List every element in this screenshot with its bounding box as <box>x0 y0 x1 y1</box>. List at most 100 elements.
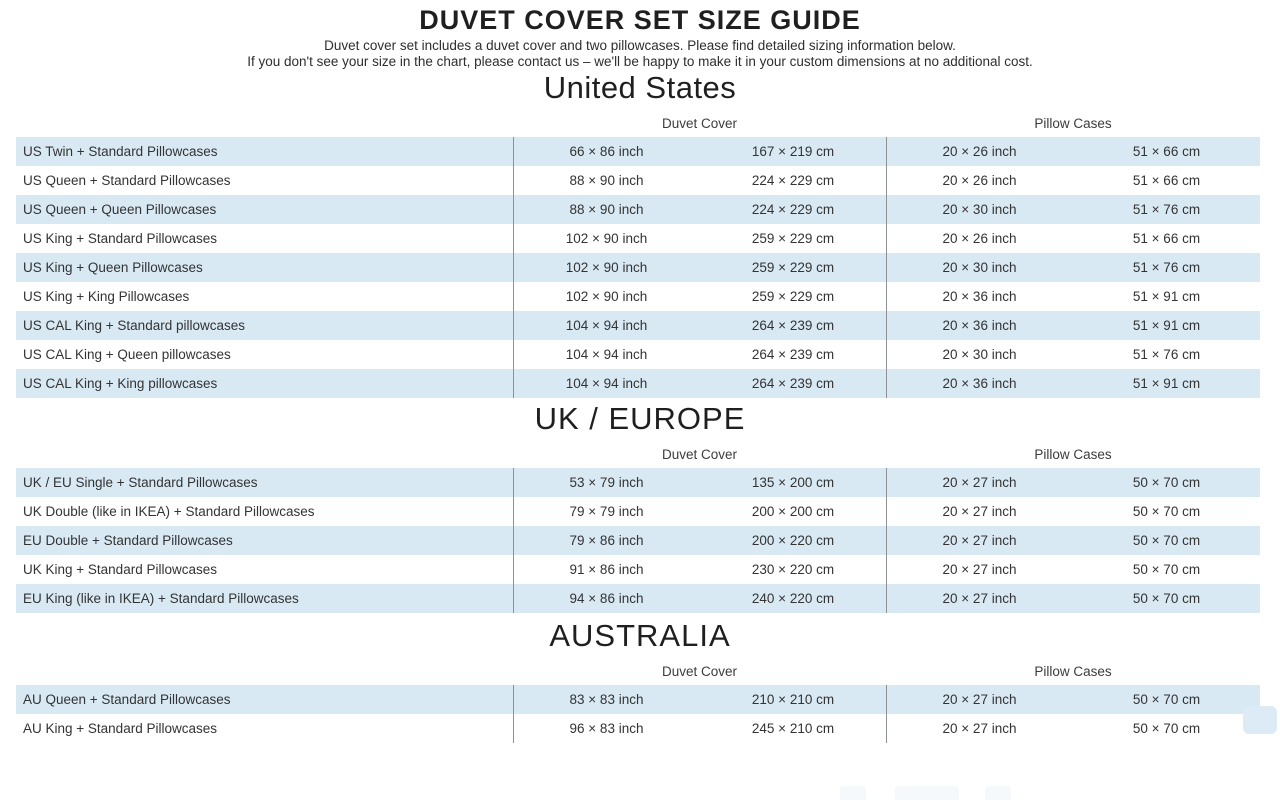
duvet-cm-value: 264 × 239 cm <box>751 347 835 362</box>
row-label: EU Double + Standard Pillowcases <box>23 533 233 548</box>
faded-bottom-button-2[interactable] <box>895 786 959 800</box>
duvet-cm-value: 200 × 220 cm <box>751 533 835 548</box>
pillow-inch-value: 20 × 30 inch <box>942 260 1017 275</box>
duvet-cm-value: 200 × 200 cm <box>751 504 835 519</box>
column-divider-2 <box>886 468 887 613</box>
pillow-cm-value: 50 × 70 cm <box>1132 504 1201 519</box>
table-row: US CAL King + Queen pillowcases 104 × 94… <box>16 340 1260 369</box>
table-row: US King + Queen Pillowcases 102 × 90 inc… <box>16 253 1260 282</box>
duvet-cm-value: 224 × 229 cm <box>751 202 835 217</box>
section-title: UK / EUROPE <box>534 401 746 436</box>
row-label: US King + Standard Pillowcases <box>23 231 217 246</box>
row-label: AU Queen + Standard Pillowcases <box>23 692 231 707</box>
table-row: AU King + Standard Pillowcases 96 × 83 i… <box>16 714 1260 743</box>
duvet-inch-value: 88 × 90 inch <box>569 173 644 188</box>
pillow-inch-value: 20 × 26 inch <box>942 231 1017 246</box>
section-australia: AUSTRALIA Duvet Cover Pillow Cases AU Qu… <box>0 618 1280 743</box>
column-headers: Duvet Cover Pillow Cases <box>16 116 1260 132</box>
duvet-cm-value: 167 × 219 cm <box>751 144 835 159</box>
pillow-inch-value: 20 × 27 inch <box>942 692 1017 707</box>
row-label: US King + Queen Pillowcases <box>23 260 203 275</box>
duvet-cm-value: 230 × 220 cm <box>751 562 835 577</box>
pillow-inch-value: 20 × 36 inch <box>942 318 1017 333</box>
duvet-cm-value: 259 × 229 cm <box>751 231 835 246</box>
duvet-cm-value: 264 × 239 cm <box>751 318 835 333</box>
table-row: US King + King Pillowcases 102 × 90 inch… <box>16 282 1260 311</box>
pillow-cm-value: 51 × 76 cm <box>1132 347 1201 362</box>
duvet-inch-value: 104 × 94 inch <box>565 376 648 391</box>
faded-bottom-button-1[interactable] <box>840 786 866 800</box>
duvet-inch-value: 53 × 79 inch <box>569 475 644 490</box>
row-label: AU King + Standard Pillowcases <box>23 721 217 736</box>
column-divider-1 <box>513 685 514 743</box>
duvet-cm-value: 259 × 229 cm <box>751 260 835 275</box>
duvet-inch-value: 79 × 86 inch <box>569 533 644 548</box>
pillow-cm-value: 50 × 70 cm <box>1132 721 1201 736</box>
table-row: UK / EU Single + Standard Pillowcases 53… <box>16 468 1260 497</box>
row-label: UK / EU Single + Standard Pillowcases <box>23 475 258 490</box>
duvet-inch-value: 104 × 94 inch <box>565 347 648 362</box>
pillow-inch-value: 20 × 27 inch <box>942 533 1017 548</box>
side-widget-button[interactable] <box>1243 706 1277 734</box>
column-divider-2 <box>886 685 887 743</box>
page-subtitle-line2: If you don't see your size in the chart,… <box>247 54 1033 69</box>
table-row: UK King + Standard Pillowcases 91 × 86 i… <box>16 555 1260 584</box>
pillow-inch-value: 20 × 30 inch <box>942 347 1017 362</box>
size-table: AU Queen + Standard Pillowcases 83 × 83 … <box>16 685 1260 743</box>
row-label: UK Double (like in IKEA) + Standard Pill… <box>23 504 315 519</box>
duvet-cm-value: 240 × 220 cm <box>751 591 835 606</box>
table-row: US Twin + Standard Pillowcases 66 × 86 i… <box>16 137 1260 166</box>
section-title: AUSTRALIA <box>549 618 731 653</box>
pillow-inch-value: 20 × 27 inch <box>942 591 1017 606</box>
pillow-inch-value: 20 × 30 inch <box>942 202 1017 217</box>
pillow-inch-value: 20 × 27 inch <box>942 562 1017 577</box>
column-header-duvet-cover: Duvet Cover <box>661 447 738 462</box>
table-rows: US Twin + Standard Pillowcases 66 × 86 i… <box>16 137 1260 398</box>
pillow-cm-value: 51 × 66 cm <box>1132 231 1201 246</box>
column-header-pillow-cases: Pillow Cases <box>1034 664 1112 679</box>
table-row: UK Double (like in IKEA) + Standard Pill… <box>16 497 1260 526</box>
pillow-inch-value: 20 × 36 inch <box>942 376 1017 391</box>
table-row: EU Double + Standard Pillowcases 79 × 86… <box>16 526 1260 555</box>
pillow-cm-value: 51 × 91 cm <box>1132 289 1201 304</box>
pillow-inch-value: 20 × 26 inch <box>942 173 1017 188</box>
duvet-inch-value: 104 × 94 inch <box>565 318 648 333</box>
pillow-cm-value: 51 × 66 cm <box>1132 144 1201 159</box>
table-rows: UK / EU Single + Standard Pillowcases 53… <box>16 468 1260 613</box>
column-divider-2 <box>886 137 887 398</box>
pillow-inch-value: 20 × 36 inch <box>942 289 1017 304</box>
page-subtitle-line1: Duvet cover set includes a duvet cover a… <box>324 38 956 53</box>
pillow-cm-value: 51 × 91 cm <box>1132 376 1201 391</box>
row-label: UK King + Standard Pillowcases <box>23 562 217 577</box>
row-label: EU King (like in IKEA) + Standard Pillow… <box>23 591 299 606</box>
pillow-inch-value: 20 × 27 inch <box>942 721 1017 736</box>
duvet-inch-value: 91 × 86 inch <box>569 562 644 577</box>
pillow-inch-value: 20 × 27 inch <box>942 475 1017 490</box>
duvet-inch-value: 102 × 90 inch <box>565 231 648 246</box>
pillow-cm-value: 50 × 70 cm <box>1132 533 1201 548</box>
section-uk-europe: UK / EUROPE Duvet Cover Pillow Cases UK … <box>0 401 1280 613</box>
duvet-cm-value: 245 × 210 cm <box>751 721 835 736</box>
column-header-pillow-cases: Pillow Cases <box>1034 447 1112 462</box>
section-united-states: United States Duvet Cover Pillow Cases U… <box>0 70 1280 398</box>
duvet-inch-value: 66 × 86 inch <box>569 144 644 159</box>
column-header-spacer <box>16 447 513 463</box>
page-header: DUVET COVER SET SIZE GUIDE Duvet cover s… <box>0 0 1280 70</box>
sections-container: United States Duvet Cover Pillow Cases U… <box>0 70 1280 743</box>
table-row: US CAL King + King pillowcases 104 × 94 … <box>16 369 1260 398</box>
pillow-inch-value: 20 × 26 inch <box>942 144 1017 159</box>
table-row: US CAL King + Standard pillowcases 104 ×… <box>16 311 1260 340</box>
page-title: DUVET COVER SET SIZE GUIDE <box>419 5 861 35</box>
duvet-cm-value: 224 × 229 cm <box>751 173 835 188</box>
pillow-cm-value: 50 × 70 cm <box>1132 692 1201 707</box>
section-title: United States <box>543 70 737 105</box>
pillow-cm-value: 51 × 76 cm <box>1132 260 1201 275</box>
pillow-cm-value: 50 × 70 cm <box>1132 591 1201 606</box>
duvet-cm-value: 259 × 229 cm <box>751 289 835 304</box>
faded-bottom-button-3[interactable] <box>985 786 1011 800</box>
table-row: US Queen + Standard Pillowcases 88 × 90 … <box>16 166 1260 195</box>
pillow-cm-value: 51 × 91 cm <box>1132 318 1201 333</box>
column-divider-1 <box>513 468 514 613</box>
pillow-inch-value: 20 × 27 inch <box>942 504 1017 519</box>
